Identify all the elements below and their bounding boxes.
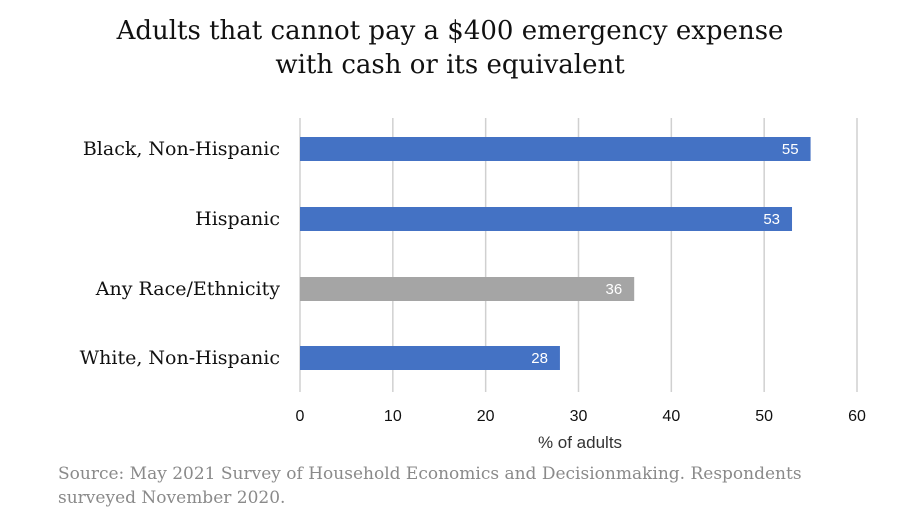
x-tick-label: 0 — [296, 408, 305, 425]
x-axis-ticks: 0 10 20 30 40 50 60 — [296, 408, 866, 425]
chart-title-line-1: Adults that cannot pay a $400 emergency … — [116, 16, 784, 46]
x-axis-label: % of adults — [538, 433, 622, 452]
bar — [300, 207, 793, 231]
data-label: 28 — [531, 350, 548, 367]
category-label: Hispanic — [195, 208, 280, 230]
x-tick-label: 10 — [384, 408, 402, 425]
category-labels: Black, Non-Hispanic Hispanic Any Race/Ethn… — [80, 138, 281, 369]
x-tick-label: 30 — [570, 408, 588, 425]
bar — [300, 346, 560, 370]
chart-title-line-2: with cash or its equivalent — [275, 50, 625, 80]
category-label: Any Race/Ethnicity — [95, 278, 280, 300]
data-label: 53 — [763, 211, 780, 228]
chart-title: Adults that cannot pay a $400 emergency … — [0, 14, 900, 82]
source-line-1: Source: May 2021 Survey of Household Eco… — [58, 464, 802, 484]
data-label: 55 — [782, 141, 799, 158]
category-label: Black, Non-Hispanic — [83, 138, 280, 160]
data-label: 36 — [606, 281, 623, 298]
source-line-2: surveyed November 2020. — [58, 488, 286, 508]
x-tick-label: 20 — [477, 408, 495, 425]
source-note: Source: May 2021 Survey of Household Eco… — [58, 462, 878, 510]
x-tick-label: 60 — [848, 408, 866, 425]
category-label: White, Non-Hispanic — [80, 347, 280, 369]
bar — [300, 277, 635, 301]
bar — [300, 137, 811, 161]
x-tick-label: 40 — [662, 408, 680, 425]
x-tick-label: 50 — [755, 408, 773, 425]
bars: 55 53 36 28 — [300, 137, 811, 370]
